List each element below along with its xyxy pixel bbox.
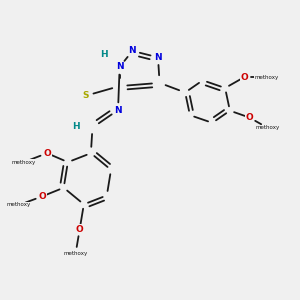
Text: H: H (100, 50, 108, 59)
Text: N: N (114, 106, 122, 115)
Text: O: O (245, 113, 253, 122)
Text: methoxy: methoxy (63, 251, 88, 256)
Text: O: O (38, 192, 46, 201)
Text: methoxy: methoxy (254, 75, 279, 80)
Text: N: N (154, 53, 162, 62)
Text: S: S (83, 91, 89, 100)
Text: H: H (72, 122, 80, 130)
Text: N: N (116, 62, 124, 71)
Text: N: N (129, 46, 136, 56)
Text: methoxy: methoxy (12, 160, 36, 165)
Text: O: O (43, 149, 51, 158)
Text: methoxy: methoxy (255, 125, 279, 130)
Text: O: O (76, 225, 84, 234)
Text: methoxy: methoxy (7, 202, 31, 208)
Text: O: O (240, 73, 248, 82)
